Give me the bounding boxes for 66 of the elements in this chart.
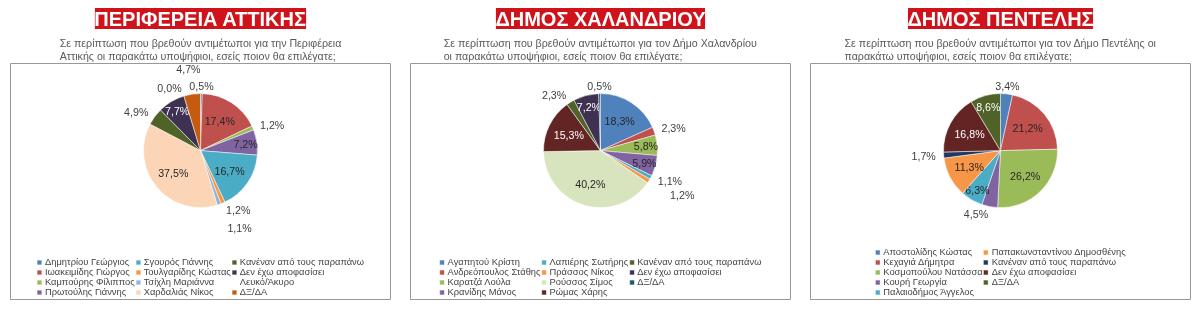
legend-label: Δεν έχω αποφασίσει — [637, 267, 722, 277]
legend-label: Κανέναν από τους παραπάνω — [239, 257, 365, 267]
data-label: 15,3% — [553, 128, 585, 141]
legend-label: Ανδρεόπουλος Στάθης — [447, 267, 541, 277]
text: 0,0% — [157, 82, 182, 95]
data-label: 0,5% — [189, 79, 215, 92]
data-label: 17,4% — [204, 114, 236, 127]
legend-label: Δεν έχω αποφασίσει — [991, 267, 1077, 277]
legend-label: Σγουρός Γιάννης — [143, 257, 214, 267]
legend-label: Κανέναν από τους παραπάνω — [991, 257, 1116, 267]
data-label: 8,6% — [976, 100, 1001, 113]
legend-label: Αγαπητού Κρίστη — [447, 257, 520, 267]
data-label: 1,2% — [260, 118, 285, 131]
data-label: 0,5% — [587, 79, 613, 92]
data-label: 40,2% — [575, 178, 606, 191]
legend-label: Παλαιοδήμος Άγγελος — [883, 287, 974, 297]
legend-label: Κανέναν από τους παραπάνω — [637, 257, 762, 267]
legend-label: Χαρδαλιάς Νίκος — [143, 287, 214, 297]
data-label: 1,2% — [670, 188, 695, 201]
data-label: 1,1% — [227, 222, 253, 235]
data-label: 3,4% — [995, 80, 1021, 93]
legend-label: Αποστολίδης Κώστας — [883, 247, 973, 257]
data-label: 4,7% — [176, 63, 202, 76]
legend-label: ΔΞ/ΔΑ — [637, 277, 665, 287]
data-label: 16,8% — [954, 127, 986, 140]
legend-label: Παπακωνσταντίνου Δημοσθένης — [991, 247, 1126, 257]
chart-title: ΔΗΜΟΣ ΧΑΛΑΝΔΡΙΟΥ — [495, 7, 707, 30]
legend-label: Δημητρίου Γεώργιος — [44, 257, 130, 267]
legend-label: Καμπούρης Φίλιππος — [44, 277, 135, 287]
legend-label: Κεχαγιά Δήμητρα — [883, 257, 955, 267]
legend-label: Ρούσσος Σίμος — [549, 277, 613, 287]
data-label: 5,9% — [632, 156, 658, 169]
legend-label: Πρωτούλης Γιάννης — [44, 287, 127, 297]
legend-label: ΔΞ/ΔΑ — [991, 277, 1020, 287]
legend-label: ΔΞ/ΔΑ — [239, 287, 268, 297]
chart-subtitle: Σε περίπτωση που βρεθούν αντιμέτωποι για τον Δήμο Χαλανδρίου οι παρακάτω υποψήφιοι, εσείς ποιον θα επιλέγατε; — [443, 37, 757, 63]
data-label: 2,3% — [541, 89, 567, 102]
data-label: 7,7% — [165, 105, 190, 118]
data-label: 4,5% — [963, 208, 989, 221]
data-label: 1,7% — [911, 149, 937, 162]
legend-label: Κουρή Γεωργία — [883, 277, 947, 287]
data-label: 16,7% — [214, 164, 246, 177]
data-label: 11,3% — [954, 161, 985, 174]
legend-label: Τουλγαρίδης Κώστας — [143, 267, 231, 277]
data-label: 26,2% — [1010, 169, 1041, 182]
legend-label: Κοσμοπούλου Νατάσσα — [883, 267, 983, 277]
category-label: Λευκό/Άκυρο — [239, 277, 295, 287]
legend-label: Δεν έχω αποφασίσει — [239, 267, 325, 277]
data-label: 37,5% — [158, 167, 189, 180]
legend-label: Πράσσος Νίκος — [549, 267, 614, 277]
data-label: 2,3% — [661, 122, 687, 135]
chart-subtitle: Σε περίπτωση που βρεθούν αντιμέτωποι για την Περιφέρεια Αττικής οι παρακάτω υποψήφιοι, εσείς ποιον θα επιλέγατε; — [59, 37, 342, 63]
data-label: 1,1% — [657, 175, 683, 188]
legend-label: Τσίχλη Μαριάννα — [143, 277, 215, 287]
chart-title: ΔΗΜΟΣ ΠΕΝΤΕΛΗΣ — [907, 7, 1094, 30]
legend-label: Ρώμας Χάρης — [549, 287, 608, 297]
chart-title: ΠΕΡΙΦΕΡΕΙΑ ΑΤΤΙΚΗΣ — [94, 7, 306, 30]
data-label: 21,2% — [1012, 122, 1044, 135]
data-label: 4,9% — [124, 105, 149, 118]
data-label: 1,2% — [226, 204, 251, 217]
legend-label: Κρανίδης Μάνος — [447, 287, 517, 297]
legend-label: Ιωακειμίδης Γιώργος — [44, 267, 130, 277]
data-label: 18,3% — [604, 114, 636, 127]
chart-subtitle: Σε περίπτωση που βρεθούν αντιμέτωποι για τον Δήμο Πεντέλης οι παρακάτω υποψήφιοι, εσείς ποιον θα επιλέγατε; — [844, 37, 1157, 63]
legend-label: Καρατζά Λούλα — [447, 277, 511, 287]
legend-label: Λαπιέρης Σωτήρης — [549, 257, 629, 267]
